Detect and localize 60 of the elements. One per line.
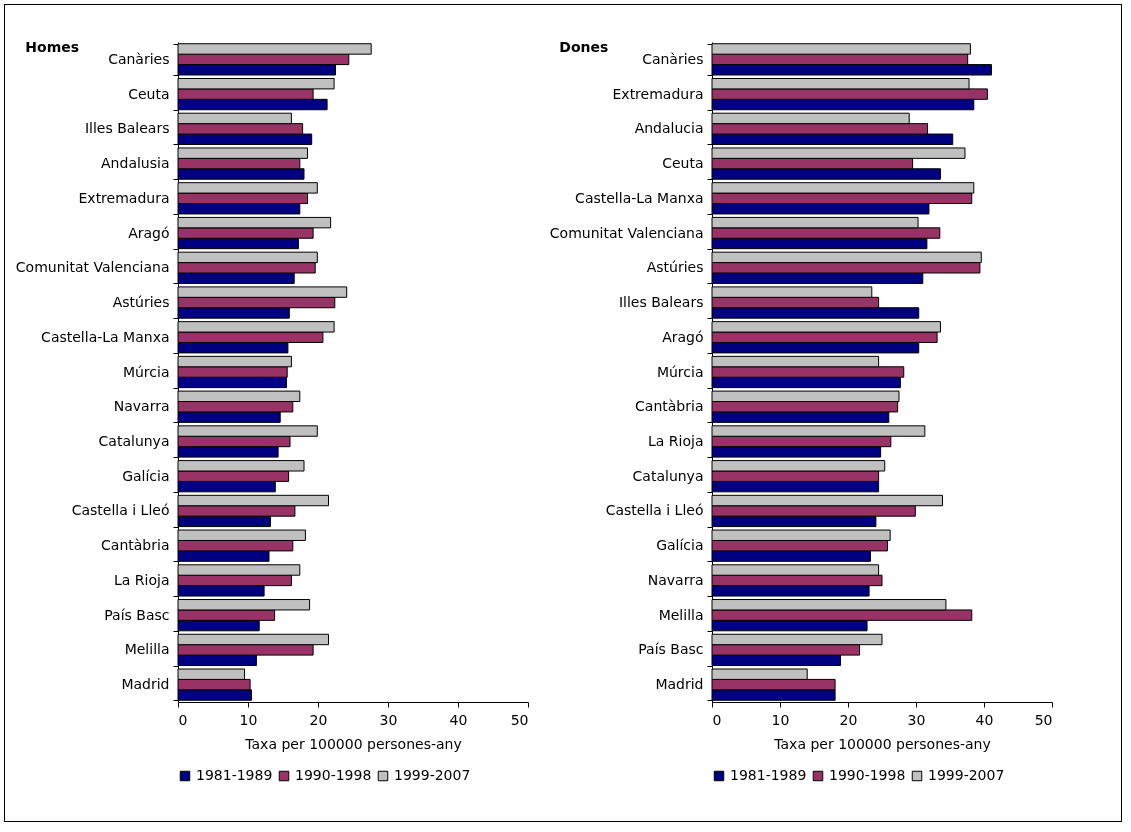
x-tick-label: 20 (839, 711, 858, 728)
y-tick-label: Ceuta (662, 155, 704, 172)
y-tick-label: Madrid (655, 676, 704, 693)
y-tick-label: Aragó (662, 328, 704, 345)
legend-label: 1981-1989 (730, 767, 807, 783)
y-tick-label: Cantàbria (635, 398, 704, 415)
x-axis-title: Taxa per 100000 persones-any (244, 735, 462, 752)
x-tick-label: 40 (975, 711, 994, 728)
y-tick-label: Castella-La Manxa (41, 328, 170, 345)
y-tick-label: Ceuta (128, 85, 170, 102)
y-tick-label: Comunitat Valenciana (549, 224, 704, 241)
legend-label: 1999-2007 (394, 767, 471, 783)
y-tick-label: Extremadura (78, 189, 170, 206)
y-tick-label: Navarra (113, 398, 170, 415)
x-tick-label: 10 (771, 711, 790, 728)
y-tick-label: Andalucia (634, 120, 704, 137)
y-tick-label: País Basc (104, 606, 170, 623)
x-axis-title: Taxa per 100000 persones-any (773, 735, 991, 752)
y-tick-label: Múrcia (122, 363, 170, 380)
y-tick-label: Extremadura (612, 85, 704, 102)
y-tick-label: Madrid (121, 676, 170, 693)
legend-label: 1999-2007 (928, 767, 1005, 783)
y-tick-label: Illes Balears (84, 120, 170, 137)
y-tick-label: Astúries (646, 259, 704, 276)
x-tick-label: 0 (178, 711, 188, 728)
y-tick-label: Canàries (642, 50, 704, 67)
y-tick-label: Castella i Lleó (605, 502, 704, 519)
y-tick-label: Comunitat Valenciana (15, 259, 170, 276)
y-tick-label: Melilla (658, 606, 704, 623)
y-tick-label: Astúries (112, 294, 170, 311)
y-tick-label: Navarra (647, 571, 704, 588)
x-tick-label: 10 (239, 711, 258, 728)
y-tick-label: Cantàbria (101, 537, 170, 554)
legend-label: 1990-1998 (829, 767, 906, 783)
y-tick-label: Illes Balears (618, 294, 704, 311)
legend-label: 1990-1998 (295, 767, 372, 783)
y-tick-label: Catalunya (632, 467, 704, 484)
y-tick-label: Galícia (656, 537, 704, 554)
y-tick-label: País Basc (638, 641, 704, 658)
x-tick-label: 0 (712, 711, 722, 728)
y-tick-label: Castella-La Manxa (575, 189, 704, 206)
y-tick-label: La Rioja (114, 571, 170, 588)
y-tick-label: Catalunya (98, 432, 170, 449)
y-tick-label: Múrcia (656, 363, 704, 380)
text: Dones (559, 39, 609, 55)
y-tick-label: Galícia (122, 467, 170, 484)
y-tick-label: La Rioja (648, 432, 704, 449)
y-tick-label: Melilla (124, 641, 170, 658)
y-tick-label: Andalusia (101, 155, 170, 172)
text: Homes (25, 39, 80, 55)
x-tick-label: 30 (379, 711, 398, 728)
x-tick-label: 50 (510, 711, 529, 728)
y-tick-label: Canàries (108, 50, 170, 67)
legend-label: 1981-1989 (196, 767, 273, 783)
x-tick-label: 30 (907, 711, 926, 728)
x-tick-label: 50 (1034, 711, 1053, 728)
y-tick-label: Aragó (128, 224, 170, 241)
x-tick-label: 40 (449, 711, 468, 728)
y-tick-label: Castella i Lleó (71, 502, 170, 519)
x-tick-label: 20 (309, 711, 328, 728)
